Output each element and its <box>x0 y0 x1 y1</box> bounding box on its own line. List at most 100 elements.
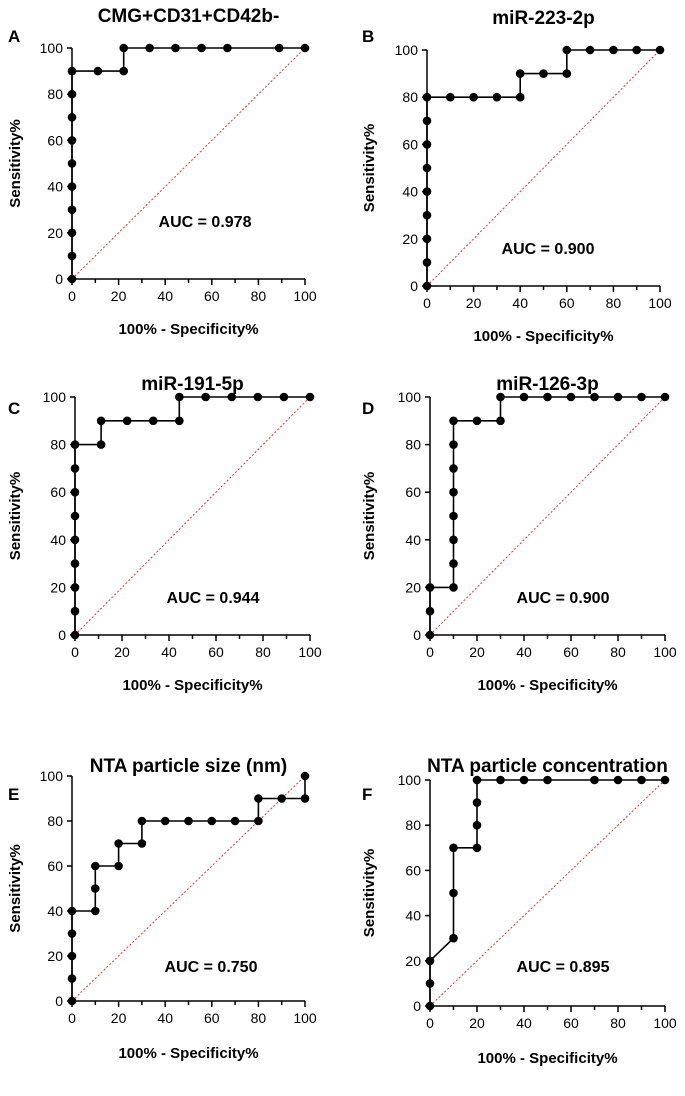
x-tick-label: 40 <box>157 288 173 304</box>
roc-point <box>96 440 106 449</box>
roc-point <box>137 816 147 826</box>
roc-point <box>449 535 458 545</box>
roc-point <box>496 775 505 785</box>
y-tick-label: 60 <box>405 484 421 500</box>
roc-point <box>449 511 458 521</box>
roc-point <box>539 69 548 78</box>
roc-point <box>70 440 80 449</box>
roc-point <box>543 775 552 785</box>
roc-point <box>197 43 206 53</box>
x-tick-label: 80 <box>606 295 622 311</box>
chart-title: NTA particle size (nm) <box>90 756 287 777</box>
y-axis-label: Sensitivity% <box>7 119 24 207</box>
roc-point <box>274 43 284 53</box>
roc-point <box>67 929 77 938</box>
roc-point <box>160 816 170 826</box>
x-axis-label: 100% - Specificity% <box>118 321 258 338</box>
chart-title: miR-126-3p <box>496 374 598 395</box>
roc-point <box>425 583 435 592</box>
x-axis-label: 100% - Specificity% <box>477 1050 617 1067</box>
roc-point <box>422 140 432 149</box>
roc-point <box>67 974 77 983</box>
roc-point <box>70 583 80 592</box>
y-tick-label: 20 <box>47 225 63 241</box>
y-tick-label: 40 <box>47 179 63 195</box>
y-tick-label: 60 <box>405 862 421 878</box>
roc-point <box>660 392 670 402</box>
x-tick-label: 80 <box>251 1010 267 1026</box>
y-tick-label: 20 <box>47 948 63 964</box>
x-tick-label: 80 <box>610 644 626 660</box>
roc-point <box>70 630 80 640</box>
roc-point <box>201 392 210 402</box>
y-tick-label: 0 <box>410 278 418 294</box>
chart-title: miR-191-5p <box>141 374 243 395</box>
auc-annotation: AUC = 0.900 <box>517 590 610 607</box>
roc-point <box>175 392 184 402</box>
roc-point <box>449 583 458 592</box>
roc-point <box>446 92 455 102</box>
roc-point <box>562 45 572 55</box>
y-tick-label: 100 <box>398 389 422 405</box>
auc-annotation: AUC = 0.895 <box>517 959 610 976</box>
roc-point <box>449 559 458 568</box>
y-tick-label: 0 <box>413 627 421 643</box>
y-tick-label: 100 <box>40 768 64 784</box>
roc-point <box>67 182 77 191</box>
panel-letter: B <box>362 27 374 46</box>
x-tick-label: 100 <box>293 1010 317 1026</box>
x-tick-label: 100 <box>653 644 677 660</box>
auc-annotation: AUC = 0.978 <box>159 214 252 231</box>
roc-point <box>137 839 147 848</box>
y-tick-label: 40 <box>47 903 63 919</box>
chart-title: miR-223-2p <box>492 8 594 29</box>
roc-point <box>515 92 525 102</box>
panel-letter: F <box>362 785 372 804</box>
x-tick-label: 60 <box>204 1010 220 1026</box>
roc-point <box>93 66 103 76</box>
roc-point <box>96 416 106 426</box>
panel-letter: C <box>8 399 20 418</box>
y-tick-label: 40 <box>50 532 66 548</box>
y-tick-label: 80 <box>50 437 66 453</box>
roc-point <box>492 92 502 102</box>
roc-point <box>67 159 77 168</box>
x-tick-label: 20 <box>469 1015 485 1031</box>
roc-point <box>70 511 80 521</box>
x-tick-label: 40 <box>512 295 528 311</box>
roc-point <box>67 205 77 214</box>
y-axis-label: Sensitivity% <box>361 849 378 937</box>
x-axis-label: 100% - Specificity% <box>122 677 262 694</box>
roc-point <box>496 416 505 426</box>
y-tick-label: 80 <box>47 813 63 829</box>
y-tick-label: 80 <box>47 86 63 102</box>
x-axis-label: 100% - Specificity% <box>118 1045 258 1062</box>
y-tick-label: 0 <box>55 993 63 1009</box>
roc-point <box>70 487 80 497</box>
x-tick-label: 40 <box>161 644 177 660</box>
y-tick-label: 20 <box>402 231 418 247</box>
x-tick-label: 0 <box>423 295 431 311</box>
roc-point <box>70 559 80 568</box>
roc-point <box>469 92 478 102</box>
roc-point <box>613 775 623 785</box>
x-tick-label: 0 <box>426 644 434 660</box>
roc-point <box>300 43 310 53</box>
roc-point <box>145 43 154 53</box>
x-tick-label: 60 <box>563 1015 579 1031</box>
roc-point <box>449 487 458 497</box>
y-axis-label: Sensitivity% <box>361 124 378 212</box>
roc-point <box>472 798 482 807</box>
x-tick-label: 20 <box>111 1010 127 1026</box>
roc-point <box>207 816 217 826</box>
x-tick-label: 100 <box>648 295 672 311</box>
roc-point <box>119 66 129 76</box>
auc-annotation: AUC = 0.900 <box>502 241 595 258</box>
x-tick-label: 60 <box>563 644 579 660</box>
roc-point <box>472 843 482 853</box>
x-tick-label: 40 <box>516 1015 532 1031</box>
